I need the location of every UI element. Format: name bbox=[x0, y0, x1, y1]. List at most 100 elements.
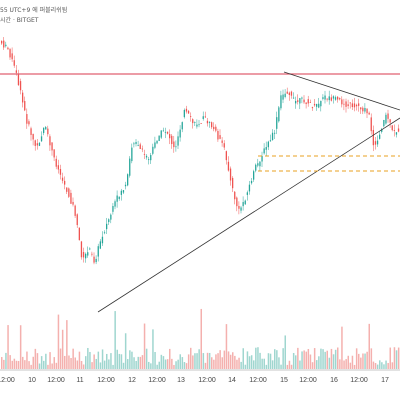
volume-bar bbox=[47, 364, 49, 369]
candle-body bbox=[219, 135, 221, 139]
time-axis-label: 13 bbox=[177, 377, 185, 384]
candle-body bbox=[57, 165, 59, 170]
volume-bar bbox=[318, 356, 320, 369]
candle-body bbox=[229, 168, 232, 181]
volume-bar bbox=[26, 351, 28, 369]
volume-bar bbox=[381, 362, 383, 369]
volume-bar bbox=[368, 323, 370, 369]
volume-bar bbox=[137, 356, 139, 369]
candle-body bbox=[221, 140, 223, 143]
volume-bar bbox=[217, 353, 219, 369]
candle-body bbox=[187, 110, 190, 114]
time-axis-label: 17 bbox=[381, 377, 389, 384]
volume-bar bbox=[286, 364, 289, 369]
volume-bars bbox=[1, 308, 400, 369]
candle-body bbox=[362, 107, 364, 112]
candles bbox=[1, 37, 400, 265]
exchange-info: 시간 · BITGET bbox=[0, 17, 39, 24]
candle-body bbox=[145, 155, 148, 158]
volume-bar bbox=[145, 348, 148, 369]
volume-bar bbox=[78, 351, 81, 369]
volume-bar bbox=[313, 348, 316, 369]
volume-bar bbox=[364, 353, 366, 369]
volume-bar bbox=[353, 364, 356, 369]
candle-body bbox=[164, 131, 167, 133]
volume-bar bbox=[166, 359, 169, 369]
time-axis-label: 12:00 bbox=[0, 377, 15, 384]
volume-bar bbox=[236, 359, 238, 369]
volume-bar bbox=[124, 333, 127, 369]
volume-bar bbox=[240, 361, 242, 369]
volume-bar bbox=[326, 350, 328, 369]
volume-bar bbox=[213, 359, 215, 369]
volume-bar bbox=[257, 347, 259, 369]
candle-body bbox=[372, 129, 374, 146]
candle-body bbox=[358, 103, 360, 106]
candle-body bbox=[173, 141, 175, 148]
volume-bar bbox=[173, 364, 175, 369]
candle-body bbox=[68, 188, 70, 197]
volume-bar bbox=[389, 347, 391, 369]
candle-body bbox=[192, 119, 194, 124]
candle-body bbox=[122, 190, 125, 193]
time-axis-label: 10 bbox=[28, 377, 36, 384]
candle-body bbox=[70, 192, 72, 204]
candle-body bbox=[393, 130, 395, 131]
volume-bar bbox=[276, 350, 278, 369]
volume-bar bbox=[43, 360, 45, 369]
volume-bar bbox=[66, 320, 68, 369]
volume-bar bbox=[305, 351, 307, 369]
candle-body bbox=[263, 148, 265, 154]
volume-bar bbox=[316, 360, 318, 369]
candle-body bbox=[95, 258, 97, 263]
candle-body bbox=[196, 124, 198, 127]
volume-bar bbox=[200, 308, 202, 369]
volume-bar bbox=[17, 360, 20, 369]
candle-body bbox=[288, 92, 290, 96]
volume-bar bbox=[32, 356, 34, 369]
candle-body bbox=[355, 104, 358, 107]
volume-bar bbox=[192, 355, 194, 369]
candle-body bbox=[99, 241, 101, 249]
candle-body bbox=[301, 97, 303, 99]
candle-body bbox=[234, 191, 236, 200]
candle-body bbox=[387, 113, 389, 119]
volume-bar bbox=[36, 353, 39, 369]
candle-body bbox=[110, 214, 112, 220]
candle-body bbox=[158, 135, 160, 141]
volume-bar bbox=[106, 353, 108, 369]
candle-body bbox=[204, 116, 206, 118]
time-axis: 12:00 10 12:00 11 12:00 12 12:00 13 12:00 14 12:00… bbox=[0, 377, 389, 384]
candle-body bbox=[87, 252, 89, 256]
candle-body bbox=[22, 92, 24, 103]
candle-body bbox=[389, 119, 391, 123]
candle-body bbox=[169, 134, 171, 139]
candle-body bbox=[177, 136, 179, 146]
volume-bar bbox=[7, 325, 9, 369]
candle-body bbox=[206, 120, 209, 124]
candle-body bbox=[9, 49, 11, 58]
volume-bar bbox=[38, 363, 41, 369]
candle-body bbox=[103, 232, 106, 234]
volume-bar bbox=[320, 348, 322, 369]
candle-body bbox=[379, 134, 381, 139]
candle-body bbox=[5, 44, 7, 47]
candle-body bbox=[334, 97, 337, 100]
volume-bar bbox=[244, 364, 247, 369]
volume-bar bbox=[152, 329, 154, 369]
volume-bar bbox=[360, 357, 362, 369]
volume-bar bbox=[347, 355, 349, 369]
candle-body bbox=[274, 132, 276, 134]
candle-body bbox=[330, 97, 332, 101]
volume-bar bbox=[343, 360, 345, 369]
candle-body bbox=[185, 108, 188, 112]
candle-body bbox=[326, 98, 328, 100]
candle-body bbox=[175, 146, 177, 148]
candle-body bbox=[351, 103, 353, 107]
candle-body bbox=[72, 201, 74, 205]
candle-body bbox=[129, 158, 131, 176]
volume-bar bbox=[274, 349, 276, 369]
candle-body bbox=[316, 103, 318, 107]
